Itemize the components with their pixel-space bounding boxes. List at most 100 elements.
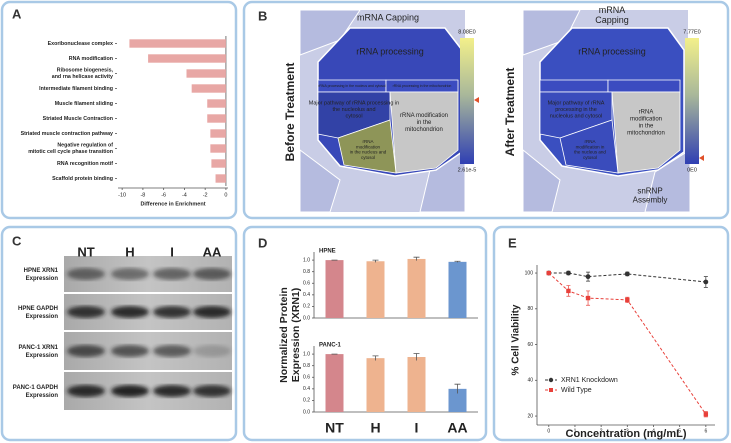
x-tick-label: 2 [600, 428, 603, 434]
y-tick-label: 20 [527, 413, 533, 419]
y-tick-label: Striated muscle contraction pathway [21, 131, 113, 137]
blot-band [111, 268, 149, 280]
bar [215, 174, 226, 183]
bar [207, 99, 226, 108]
x-tick-label: AA [447, 420, 467, 436]
marker [546, 270, 551, 276]
x-tick-label: H [370, 420, 380, 436]
colorbar-label: 8.08E0 [458, 29, 475, 35]
colorbar-label: 7.77E0 [683, 29, 700, 35]
y-tick-label: 1.0 [303, 351, 310, 357]
bar [191, 84, 226, 93]
pathway-label: rRNA processing [356, 46, 424, 56]
y-tick-label: 0.2 [303, 398, 310, 404]
marker [585, 295, 591, 301]
marker [625, 297, 630, 303]
x-axis-label: Concentration (mg/mL) [566, 428, 687, 440]
bar [148, 54, 226, 63]
legend-marker [548, 377, 554, 383]
error-bar [413, 256, 420, 261]
error-bar [413, 353, 420, 361]
x-tick-label: 5 [678, 428, 681, 434]
blot-band [67, 306, 105, 318]
y-tick-label: 0.2 [303, 304, 310, 310]
lane-label: AA [203, 244, 222, 259]
marker [566, 288, 571, 294]
y-tick-label: 0.8 [303, 269, 310, 275]
pathway-label: mRNA Capping [595, 5, 629, 25]
lane-label: H [125, 244, 134, 259]
bar [366, 358, 385, 412]
y-tick-label: 0.8 [303, 363, 310, 369]
y-axis-label: Normalized ProteinExpression (XRN1) [278, 287, 302, 383]
pathway-label: rRNA processing in the nucleus and cytos… [318, 84, 386, 88]
pathway-label: rRNA processing [578, 46, 646, 56]
bar [129, 39, 226, 48]
blot-band [153, 385, 191, 397]
series-name: HPNE [319, 249, 336, 255]
series-line [548, 272, 706, 283]
x-tick-label: I [415, 420, 419, 436]
lane-label: I [170, 244, 174, 259]
lane-label: NT [77, 244, 94, 259]
bar [407, 357, 426, 412]
y-tick-label: 1.0 [303, 257, 310, 263]
y-tick-label: Scaffold protein binding [52, 176, 113, 182]
pathway-label: mRNA Capping [357, 12, 419, 22]
bar [186, 69, 226, 78]
y-tick-label: 60 [527, 342, 533, 348]
y-tick-label: RNA recognition motif [57, 161, 113, 167]
row-label: HPNE GAPDH Expression [18, 306, 58, 320]
treemap-after [522, 9, 704, 213]
panel-label: C [12, 233, 22, 248]
panel-label: E [508, 235, 517, 250]
blot-band [153, 306, 191, 318]
y-tick-label: 40 [527, 378, 533, 384]
panel-frame [0, 0, 238, 220]
marker [703, 412, 709, 417]
y-tick-label: 0.0 [303, 409, 310, 415]
y-tick-label: Negative regulation of mitotic cell cycle… [28, 143, 113, 156]
y-tick-label: 100 [525, 270, 534, 276]
bar [448, 388, 467, 412]
x-tick-label: 6 [704, 428, 707, 434]
colorbar-label: 0E0 [687, 167, 697, 173]
blot-band [111, 345, 149, 357]
y-tick-label: Striated Muscle Contraction [43, 116, 113, 122]
x-tick-label: -8 [140, 192, 145, 198]
blot-band [193, 268, 231, 280]
y-tick-label: RNA modification [69, 56, 113, 62]
x-tick-label: -10 [118, 192, 126, 198]
pathway-label: snRNP Assembly [633, 187, 668, 205]
legend-marker [549, 388, 553, 392]
bar [366, 261, 385, 318]
y-tick-label: Ribosome biogenesis, and rna helicase act… [52, 68, 114, 81]
pathway-label: Major pathway of rRNA processing in the n… [309, 101, 399, 120]
treatment-title: After Treatment [503, 68, 517, 157]
bar [211, 159, 226, 168]
x-tick-label: 0 [224, 192, 227, 198]
y-tick-label: 0.6 [303, 281, 310, 287]
y-tick-label: 0.0 [303, 315, 310, 321]
row-label: HPNE XRN1 Expression [24, 268, 59, 282]
colorbar-label: 2.61e-5 [458, 167, 477, 173]
y-axis-label: % Cell Viability [511, 304, 522, 375]
blot-band [111, 306, 149, 318]
error-bar [454, 260, 461, 263]
x-tick-label: NT [325, 420, 344, 436]
x-tick-label: -6 [161, 192, 166, 198]
bar [407, 258, 426, 318]
panel-frame [492, 225, 730, 442]
bar [325, 354, 344, 412]
pathway-label: rRNA modification in the nucleus and cytoso… [350, 139, 387, 160]
bar [207, 114, 226, 123]
x-tick-label: -4 [182, 192, 187, 198]
pathway-label: rRNA processing in the mitochondrion [393, 84, 452, 88]
marker [624, 271, 630, 277]
series-name: PANC-1 [319, 343, 342, 349]
x-axis-label: Difference in Enrichment [140, 201, 205, 207]
blot-band [153, 345, 191, 357]
y-tick-label: 0.4 [303, 292, 310, 298]
blot-band [193, 385, 231, 397]
row-label: PANC-1 GAPDH Expression [13, 385, 59, 399]
